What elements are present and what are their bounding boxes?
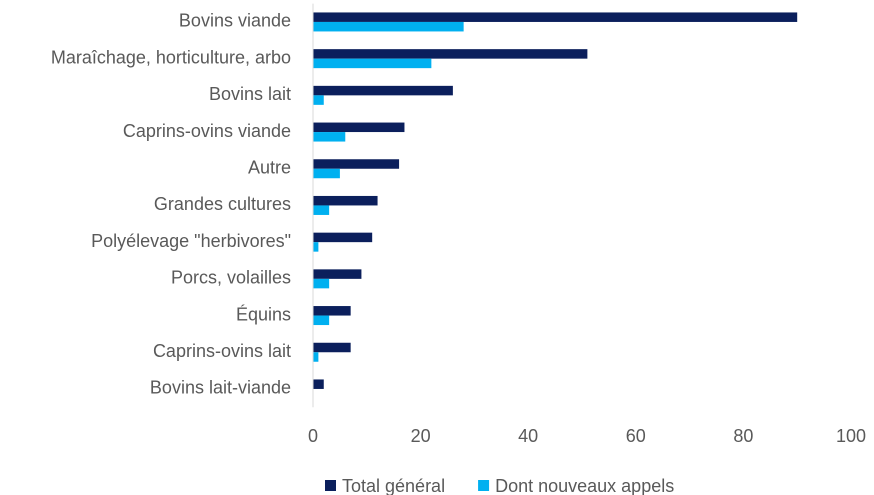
legend-label: Total général bbox=[342, 476, 445, 495]
bar bbox=[313, 12, 798, 22]
bar bbox=[313, 352, 319, 362]
bar bbox=[313, 379, 324, 389]
bar bbox=[313, 306, 351, 316]
y-tick-label: Grandes cultures bbox=[154, 194, 291, 214]
bar bbox=[313, 342, 351, 353]
bar bbox=[313, 58, 432, 69]
y-tick-label: Bovins lait bbox=[209, 84, 291, 104]
y-tick-label: Polyélevage "herbivores" bbox=[91, 231, 291, 251]
bar bbox=[313, 49, 588, 59]
y-tick-label: Maraîchage, horticulture, arbo bbox=[51, 47, 291, 67]
x-tick-label: 0 bbox=[308, 426, 318, 446]
bar bbox=[313, 195, 378, 206]
legend-marker bbox=[325, 480, 336, 491]
bar bbox=[313, 132, 346, 142]
x-tick-label: 80 bbox=[733, 426, 753, 446]
y-tick-label: Porcs, volailles bbox=[171, 268, 291, 288]
y-tick-label: Autre bbox=[248, 158, 291, 178]
bar bbox=[313, 232, 373, 243]
x-tick-label: 60 bbox=[626, 426, 646, 446]
bar bbox=[313, 122, 405, 133]
y-tick-label: Équins bbox=[236, 304, 291, 324]
x-tick-label: 100 bbox=[836, 426, 866, 446]
bar bbox=[313, 21, 464, 32]
y-tick-label: Bovins viande bbox=[179, 11, 291, 31]
y-tick-label: Caprins-ovins viande bbox=[123, 121, 291, 141]
bar bbox=[313, 269, 362, 279]
bar bbox=[313, 85, 453, 96]
bar bbox=[313, 95, 324, 105]
x-tick-label: 40 bbox=[518, 426, 538, 446]
bar bbox=[313, 278, 330, 289]
legend-marker bbox=[478, 480, 490, 491]
bar bbox=[313, 205, 330, 215]
x-tick-label: 20 bbox=[411, 426, 431, 446]
bar bbox=[313, 159, 400, 169]
bar bbox=[313, 242, 319, 252]
y-tick-label: Bovins lait-viande bbox=[150, 378, 291, 398]
y-tick-label: Caprins-ovins lait bbox=[153, 341, 291, 361]
bar bbox=[313, 168, 340, 179]
bar bbox=[313, 315, 330, 326]
legend-label: Dont nouveaux appels bbox=[495, 476, 674, 495]
